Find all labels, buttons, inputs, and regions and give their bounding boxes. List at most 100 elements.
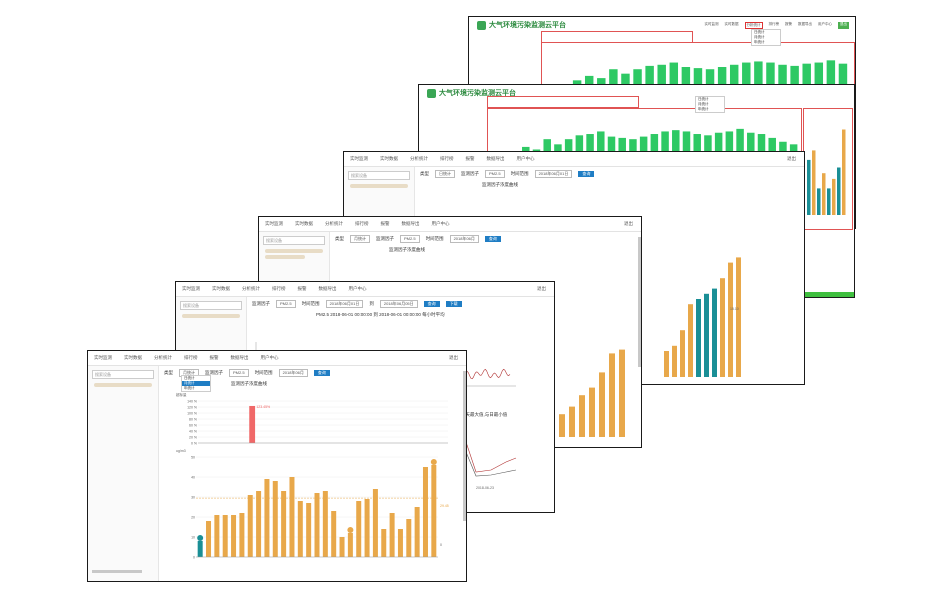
nav-alarm[interactable]: 报警 bbox=[209, 355, 219, 360]
nav-analysis[interactable]: 分析统计 bbox=[154, 355, 172, 360]
nav-realtime-data[interactable]: 实时数据 bbox=[124, 355, 142, 360]
concentration-bar[interactable] bbox=[214, 515, 220, 557]
scrollbar[interactable] bbox=[638, 237, 641, 367]
concentration-bar[interactable] bbox=[389, 513, 395, 557]
nav-alarm[interactable]: 报警 bbox=[297, 286, 307, 291]
concentration-bar[interactable] bbox=[381, 529, 387, 557]
concentration-bar[interactable] bbox=[306, 503, 312, 557]
factor-select[interactable]: PM2.5 bbox=[485, 170, 505, 178]
nav-logout[interactable]: 退出 bbox=[838, 22, 849, 29]
nav-ranking[interactable]: 排行榜 bbox=[440, 156, 454, 161]
menu-option-day[interactable]: 日统计 bbox=[754, 30, 765, 34]
mixed-bar[interactable] bbox=[712, 288, 717, 377]
exceed-bar[interactable] bbox=[249, 405, 256, 443]
nav-realtime-data[interactable]: 实时数据 bbox=[212, 286, 230, 291]
nav-export[interactable]: 数据导出 bbox=[318, 286, 337, 291]
mixed-bar[interactable] bbox=[807, 159, 811, 215]
mixed-bar[interactable] bbox=[696, 299, 701, 377]
sidebar-scrollbar[interactable] bbox=[92, 570, 142, 573]
concentration-bar[interactable] bbox=[356, 501, 362, 557]
mixed-bar[interactable] bbox=[837, 167, 841, 216]
nav-export[interactable]: 数据导出 bbox=[230, 355, 249, 360]
end-time-input[interactable]: 2018年06月05日 bbox=[379, 300, 418, 308]
mixed-bar[interactable] bbox=[812, 150, 816, 215]
concentration-bar[interactable] bbox=[331, 511, 337, 557]
device-item[interactable] bbox=[350, 184, 408, 188]
concentration-bar[interactable] bbox=[372, 489, 378, 557]
mixed-bar[interactable] bbox=[720, 278, 725, 377]
nav-realtime[interactable]: 实时监测 bbox=[704, 22, 719, 26]
download-button[interactable]: 下载 bbox=[445, 301, 462, 307]
concentration-bar[interactable] bbox=[206, 521, 212, 557]
mixed-bar[interactable] bbox=[832, 178, 836, 215]
mixed-bar[interactable] bbox=[842, 129, 846, 216]
nav-user[interactable]: 用户中心 bbox=[516, 156, 535, 161]
concentration-bar[interactable] bbox=[256, 491, 262, 557]
concentration-bar[interactable] bbox=[599, 372, 605, 437]
menu-option-year[interactable]: 年统计 bbox=[698, 107, 709, 111]
type-option-day[interactable]: 日统计 bbox=[184, 376, 195, 380]
nav-ranking[interactable]: 排行榜 bbox=[184, 355, 198, 360]
factor-select[interactable]: PM2.5 bbox=[400, 235, 420, 243]
menu-option-month[interactable]: 月统计 bbox=[698, 102, 709, 106]
nav-realtime-data[interactable]: 实时数据 bbox=[724, 22, 739, 26]
mixed-bar[interactable] bbox=[704, 293, 709, 377]
nav-ranking[interactable]: 排行榜 bbox=[355, 221, 369, 226]
menu-option-month[interactable]: 月统计 bbox=[754, 35, 765, 39]
concentration-bar[interactable] bbox=[397, 529, 403, 557]
concentration-bar[interactable] bbox=[569, 406, 575, 437]
time-input[interactable]: 2018年06月01日 bbox=[534, 170, 573, 178]
nav-realtime-data[interactable]: 实时数据 bbox=[380, 156, 398, 161]
mixed-bar[interactable] bbox=[680, 330, 685, 377]
nav-user[interactable]: 用户中心 bbox=[260, 355, 279, 360]
time-input[interactable]: 2018年06月 bbox=[449, 235, 479, 243]
nav-logout[interactable]: 退出 bbox=[537, 286, 546, 291]
concentration-bar[interactable] bbox=[264, 479, 270, 557]
concentration-bar[interactable] bbox=[222, 515, 228, 557]
nav-export[interactable]: 数据导出 bbox=[401, 221, 420, 226]
concentration-bar[interactable] bbox=[289, 477, 295, 557]
concentration-bar[interactable] bbox=[422, 467, 428, 557]
mixed-bar[interactable] bbox=[822, 173, 826, 215]
nav-analysis[interactable]: 分析统计 bbox=[325, 221, 343, 226]
nav-analysis[interactable]: 分析统计 bbox=[410, 156, 428, 161]
nav-logout[interactable]: 退出 bbox=[624, 221, 633, 226]
query-button[interactable]: 查询 bbox=[423, 301, 440, 307]
concentration-bar[interactable] bbox=[414, 507, 420, 557]
concentration-bar[interactable] bbox=[231, 515, 237, 557]
nav-user[interactable]: 用户中心 bbox=[348, 286, 367, 291]
sidebar-search[interactable]: 搜索设备 bbox=[263, 236, 325, 245]
concentration-bar[interactable] bbox=[322, 491, 328, 557]
sidebar-search[interactable]: 搜索设备 bbox=[92, 370, 154, 379]
start-time-input[interactable]: 2018年06月01日 bbox=[325, 300, 364, 308]
mixed-bar[interactable] bbox=[728, 262, 733, 377]
nav-realtime[interactable]: 实时监测 bbox=[94, 355, 112, 360]
menu-option-year[interactable]: 年统计 bbox=[754, 40, 765, 44]
nav-ranking[interactable]: 排行榜 bbox=[768, 22, 780, 26]
nav-alarm[interactable]: 报警 bbox=[465, 156, 475, 161]
query-button[interactable]: 查询 bbox=[484, 236, 501, 242]
nav-realtime[interactable]: 实时监测 bbox=[350, 156, 368, 161]
device-item[interactable] bbox=[182, 314, 240, 318]
concentration-bar[interactable] bbox=[364, 499, 370, 557]
concentration-bar[interactable] bbox=[406, 519, 412, 557]
nav-alarm[interactable]: 报警 bbox=[380, 221, 390, 226]
concentration-bar[interactable] bbox=[247, 495, 253, 557]
nav-analysis[interactable]: 分析统计 bbox=[242, 286, 260, 291]
menu-option-day[interactable]: 日统计 bbox=[698, 97, 709, 101]
mixed-bar[interactable] bbox=[688, 304, 693, 377]
nav-export[interactable]: 数据导出 bbox=[486, 156, 505, 161]
sidebar-search[interactable]: 搜索设备 bbox=[180, 301, 242, 310]
concentration-bar[interactable] bbox=[297, 501, 303, 557]
nav-user[interactable]: 用户中心 bbox=[818, 22, 832, 26]
concentration-bar[interactable] bbox=[197, 541, 203, 557]
mixed-bar[interactable] bbox=[664, 351, 669, 377]
mixed-bar[interactable] bbox=[736, 257, 741, 377]
type-select[interactable]: 日统计 bbox=[435, 170, 455, 178]
concentration-bar[interactable] bbox=[339, 537, 345, 557]
nav-logout[interactable]: 退出 bbox=[787, 156, 796, 161]
nav-alarm[interactable]: 报警 bbox=[785, 22, 792, 26]
device-item[interactable] bbox=[265, 255, 305, 259]
nav-logout[interactable]: 退出 bbox=[449, 355, 458, 360]
nav-realtime[interactable]: 实时监测 bbox=[265, 221, 283, 226]
